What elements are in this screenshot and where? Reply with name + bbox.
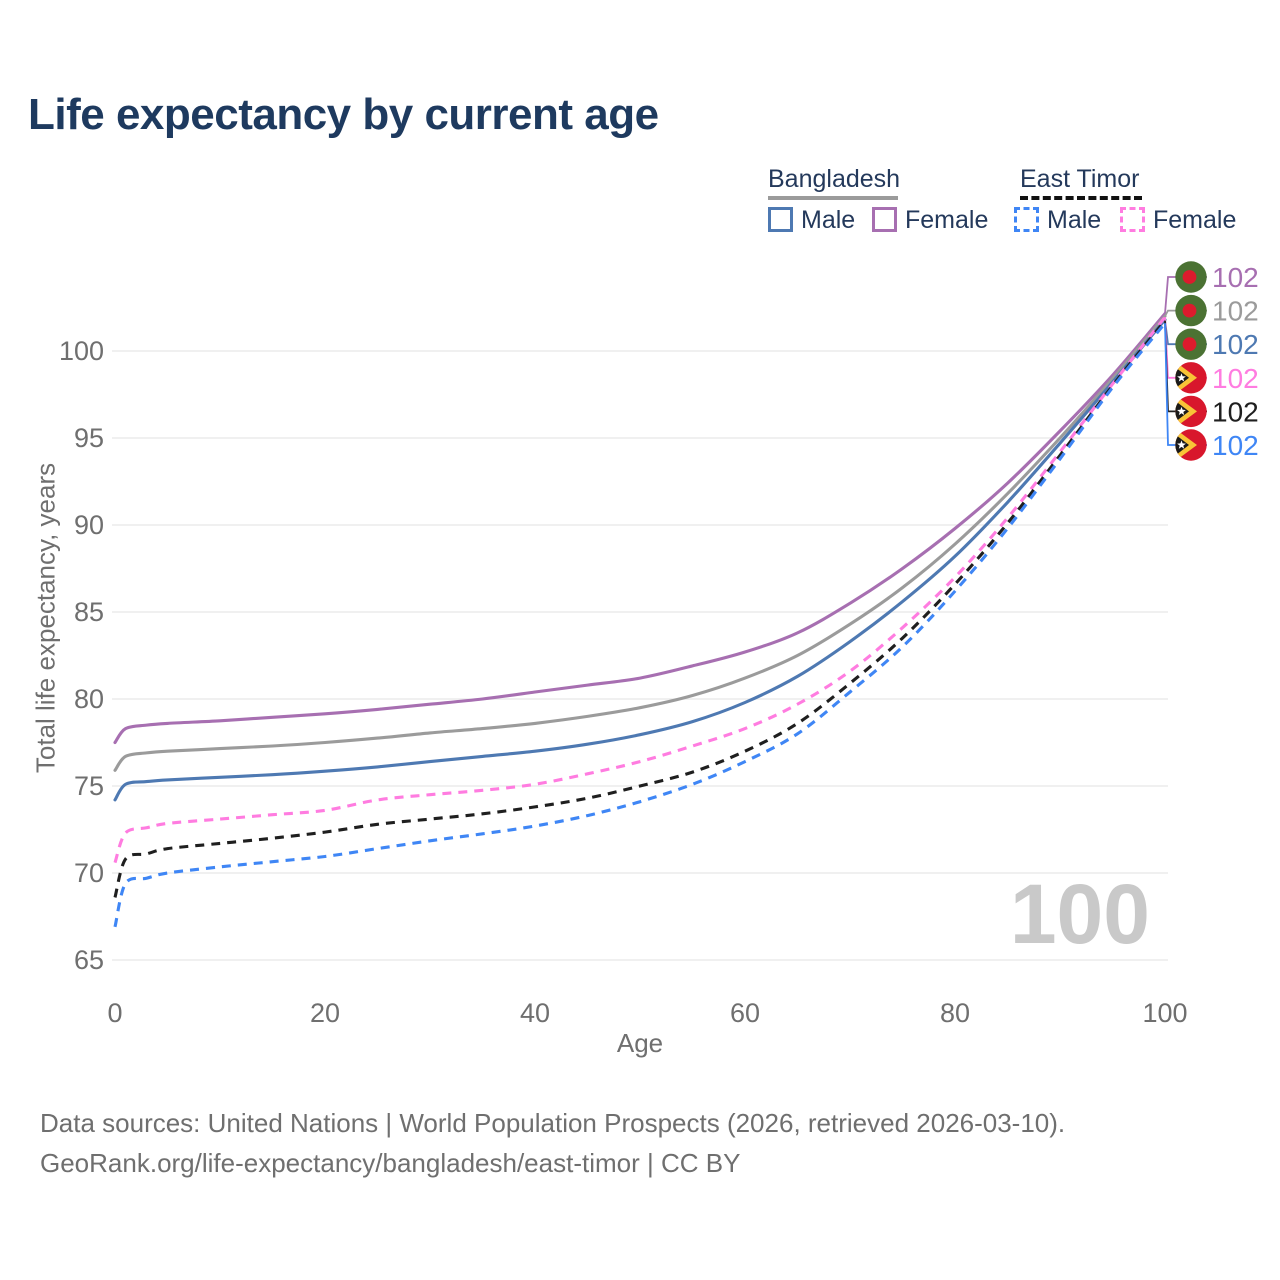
series-end-value: 102 [1212, 430, 1259, 461]
legend-item-east-timor-female[interactable]: Female [1153, 206, 1237, 234]
y-tick-label: 80 [74, 684, 104, 714]
bangladesh-flag-icon [1175, 261, 1207, 293]
series-end-value: 102 [1212, 363, 1259, 394]
series-end-value: 102 [1212, 329, 1259, 360]
y-tick-label: 75 [74, 771, 104, 801]
y-axis-title: Total life expectancy, years [30, 462, 61, 774]
legend-item-bangladesh-male[interactable]: Male [801, 206, 856, 234]
footer-attribution: GeoRank.org/life-expectancy/bangladesh/e… [40, 1148, 741, 1178]
series-end-value: 102 [1212, 396, 1259, 427]
east-timor-flag-icon [1175, 395, 1207, 428]
series-line-east-timor-female[interactable] [113, 316, 1167, 864]
legend-swatch-east-timor-female[interactable] [1120, 207, 1145, 232]
x-tick-label: 60 [730, 998, 760, 1028]
y-tick-label: 85 [74, 597, 104, 627]
east-timor-flag-icon [1175, 362, 1207, 394]
series-line-bangladesh-male[interactable] [113, 318, 1167, 802]
age-watermark: 100 [1009, 867, 1150, 961]
x-axis-title: Age [616, 1028, 664, 1058]
legend-underline-east-timor-dashed [1020, 196, 1142, 200]
footer-data-sources: Data sources: United Nations | World Pop… [40, 1108, 1066, 1138]
x-tick-label: 40 [520, 998, 550, 1028]
x-tick-label: 20 [310, 998, 340, 1028]
x-tick-label: 100 [1142, 998, 1187, 1028]
y-tick-label: 90 [74, 510, 104, 540]
y-tick-label: 95 [74, 423, 104, 453]
bangladesh-flag-icon [1175, 328, 1207, 360]
x-tick-label: 0 [107, 998, 122, 1028]
legend-group-bangladesh-label: Bangladesh [768, 165, 901, 193]
legend-swatch-bangladesh-male[interactable] [768, 207, 793, 232]
legend-swatch-east-timor-male[interactable] [1014, 207, 1039, 232]
page-title: Life expectancy by current age [28, 90, 659, 139]
east-timor-flag-icon [1175, 429, 1207, 461]
series-line-east-timor-male[interactable] [113, 322, 1167, 928]
legend-item-east-timor-male[interactable]: Male [1047, 206, 1102, 234]
legend-group-east-timor-label: East Timor [1020, 165, 1140, 193]
series-end-value: 102 [1212, 296, 1259, 327]
y-tick-label: 65 [74, 945, 104, 975]
legend-underline-bangladesh-solid [768, 196, 898, 200]
series-end-value: 102 [1212, 262, 1259, 293]
x-tick-label: 80 [940, 998, 970, 1028]
y-tick-label: 70 [74, 858, 104, 888]
series-line-bangladesh-female[interactable] [113, 312, 1167, 745]
series-line-east-timor-both-sexes[interactable] [113, 319, 1167, 898]
series-line-bangladesh-both-sexes[interactable] [113, 314, 1167, 772]
legend-swatch-bangladesh-female[interactable] [872, 207, 897, 232]
y-tick-label: 100 [59, 336, 104, 366]
bangladesh-flag-icon [1175, 294, 1207, 327]
legend-item-bangladesh-female[interactable]: Female [905, 206, 989, 234]
